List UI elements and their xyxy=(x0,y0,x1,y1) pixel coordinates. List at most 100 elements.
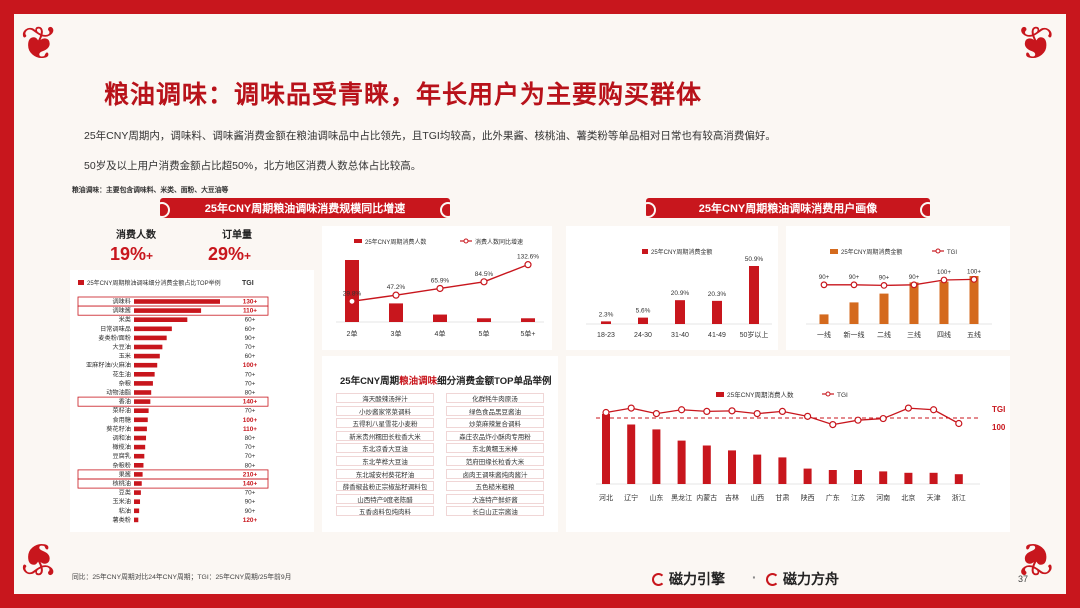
metric-value-users: 19%+ xyxy=(110,244,154,264)
sku-item: 五得利八星雪花小麦粉 xyxy=(336,418,434,429)
x-tick-label: 一线 xyxy=(817,330,831,339)
category-label: 菜籽油 xyxy=(112,407,131,415)
tgi-label: 90+ xyxy=(819,274,830,281)
tgi-marker xyxy=(677,406,686,414)
corner-ornament-icon: ❦ xyxy=(1016,17,1055,69)
highlight-box xyxy=(77,305,269,316)
growth-marker xyxy=(436,284,444,293)
category-tgi: 70+ xyxy=(245,380,256,387)
brand-logo-2: 磁力方舟 xyxy=(766,569,839,589)
x-tick-label: 24-30 xyxy=(634,332,652,339)
category-bar xyxy=(134,499,141,504)
tgi-marker xyxy=(880,282,888,289)
category-bar xyxy=(134,399,151,404)
category-label: 薯类粉 xyxy=(112,516,131,524)
category-bar xyxy=(134,344,163,350)
category-label: 调味料 xyxy=(112,298,131,306)
highlight-box xyxy=(77,478,269,489)
province-bar xyxy=(954,474,963,484)
category-label: 杂粮粉 xyxy=(112,461,131,469)
legend-swatch xyxy=(830,249,838,254)
corner-ornament-icon: ❦ xyxy=(20,533,59,585)
page-title: 粮油调味：调味品受青睐，年长用户为主要购买群体 xyxy=(104,81,703,109)
legend-marker xyxy=(825,391,831,397)
category-label: 动物油脂 xyxy=(106,389,131,397)
x-tick-label: 内蒙古 xyxy=(696,493,717,502)
category-tgi: 100+ xyxy=(243,362,258,369)
x-tick-label: 31-40 xyxy=(671,332,689,339)
x-tick-label: 北京 xyxy=(901,493,915,502)
corner-ornament-icon: ❦ xyxy=(20,17,59,69)
tgi-marker xyxy=(778,407,786,416)
city-bar xyxy=(909,282,919,324)
tgi-label: 90+ xyxy=(909,274,920,281)
x-tick-label: 黑龙江 xyxy=(671,493,692,502)
tgi-marker xyxy=(904,404,912,412)
age-value-label: 20.3% xyxy=(708,291,727,298)
tgi-marker xyxy=(970,276,978,283)
tgi-axis-label: TGI xyxy=(992,405,1005,414)
province-bar xyxy=(728,450,736,484)
order-growth-chart: 25年CNY周期消费人数 消费人数同比增速 2单 3单 4单 5单 5单+ 29.8% 47.2… xyxy=(336,238,544,338)
highlight-box xyxy=(77,396,269,407)
tgi-marker xyxy=(854,416,862,424)
category-bar xyxy=(134,372,155,377)
age-bar xyxy=(601,321,611,324)
category-tgi: 90+ xyxy=(245,508,256,515)
sku-item: 森庄农品炸小酥肉专用粉 xyxy=(446,430,544,441)
age-chart-panel xyxy=(566,226,778,350)
category-bar xyxy=(134,381,153,386)
growth-marker xyxy=(348,297,356,305)
category-label: 花生油 xyxy=(112,370,131,378)
x-tick-label: 吉林 xyxy=(725,493,739,502)
category-label: 麦类粉/面粉 xyxy=(98,334,131,342)
category-tgi: 120+ xyxy=(243,517,258,524)
sku-item: 长白山正宗酱油 xyxy=(446,506,544,517)
sku-item: 绿色食品黑豆酱油 xyxy=(446,405,544,416)
order-bar xyxy=(433,314,447,322)
category-bar xyxy=(134,472,143,477)
sku-item: 五色糙米粗粮 xyxy=(446,481,544,492)
right-section-header: 25年CNY周期粮油调味消费用户画像 xyxy=(640,198,936,218)
category-label: 豆类 xyxy=(119,489,131,497)
province-bar xyxy=(904,472,913,484)
tgi-marker xyxy=(850,281,858,289)
age-value-label: 50.9% xyxy=(745,256,764,263)
city-bar xyxy=(879,293,889,324)
tgi-header: TGI xyxy=(242,280,254,287)
sku-item: 海天酸辣汤拌汁 xyxy=(336,393,434,403)
legend-label: 25年CNY周期消费金额 xyxy=(841,248,902,256)
category-tgi: 60+ xyxy=(245,353,256,360)
category-bar xyxy=(134,317,188,322)
x-tick-label: 江苏 xyxy=(851,493,865,502)
x-tick-label: 四线 xyxy=(937,330,951,339)
tgi-line xyxy=(824,278,975,287)
x-tick-label: 3单 xyxy=(391,329,402,338)
brand-logo-1: 磁力引擎 xyxy=(652,569,725,589)
legend-swatch xyxy=(354,239,362,243)
category-label: 核桃油 xyxy=(112,480,131,488)
age-value-label: 5.6% xyxy=(636,308,651,315)
brand-logo-icon xyxy=(766,572,779,586)
tgi-marker xyxy=(879,414,887,423)
province-bar xyxy=(627,424,636,484)
category-bar xyxy=(134,517,139,523)
tgi-reference-label: 100 xyxy=(992,423,1006,432)
category-tgi: 100+ xyxy=(243,417,258,424)
category-tgi: 70+ xyxy=(245,344,256,351)
province-bar xyxy=(803,468,812,484)
city-bar xyxy=(969,276,979,324)
category-tgi: 70+ xyxy=(245,453,256,460)
category-bar xyxy=(134,453,145,459)
province-bar xyxy=(702,445,711,484)
category-tgi: 110+ xyxy=(243,308,257,315)
brand-separator: · xyxy=(752,569,757,585)
province-bar xyxy=(753,454,762,484)
province-bar xyxy=(652,429,661,484)
category-label: 调味酱 xyxy=(112,307,131,315)
tgi-marker xyxy=(602,408,610,417)
growth-label: 65.9% xyxy=(431,277,450,284)
x-tick-label: 五线 xyxy=(967,330,981,339)
province-bar xyxy=(929,472,938,484)
province-bar xyxy=(778,457,787,484)
